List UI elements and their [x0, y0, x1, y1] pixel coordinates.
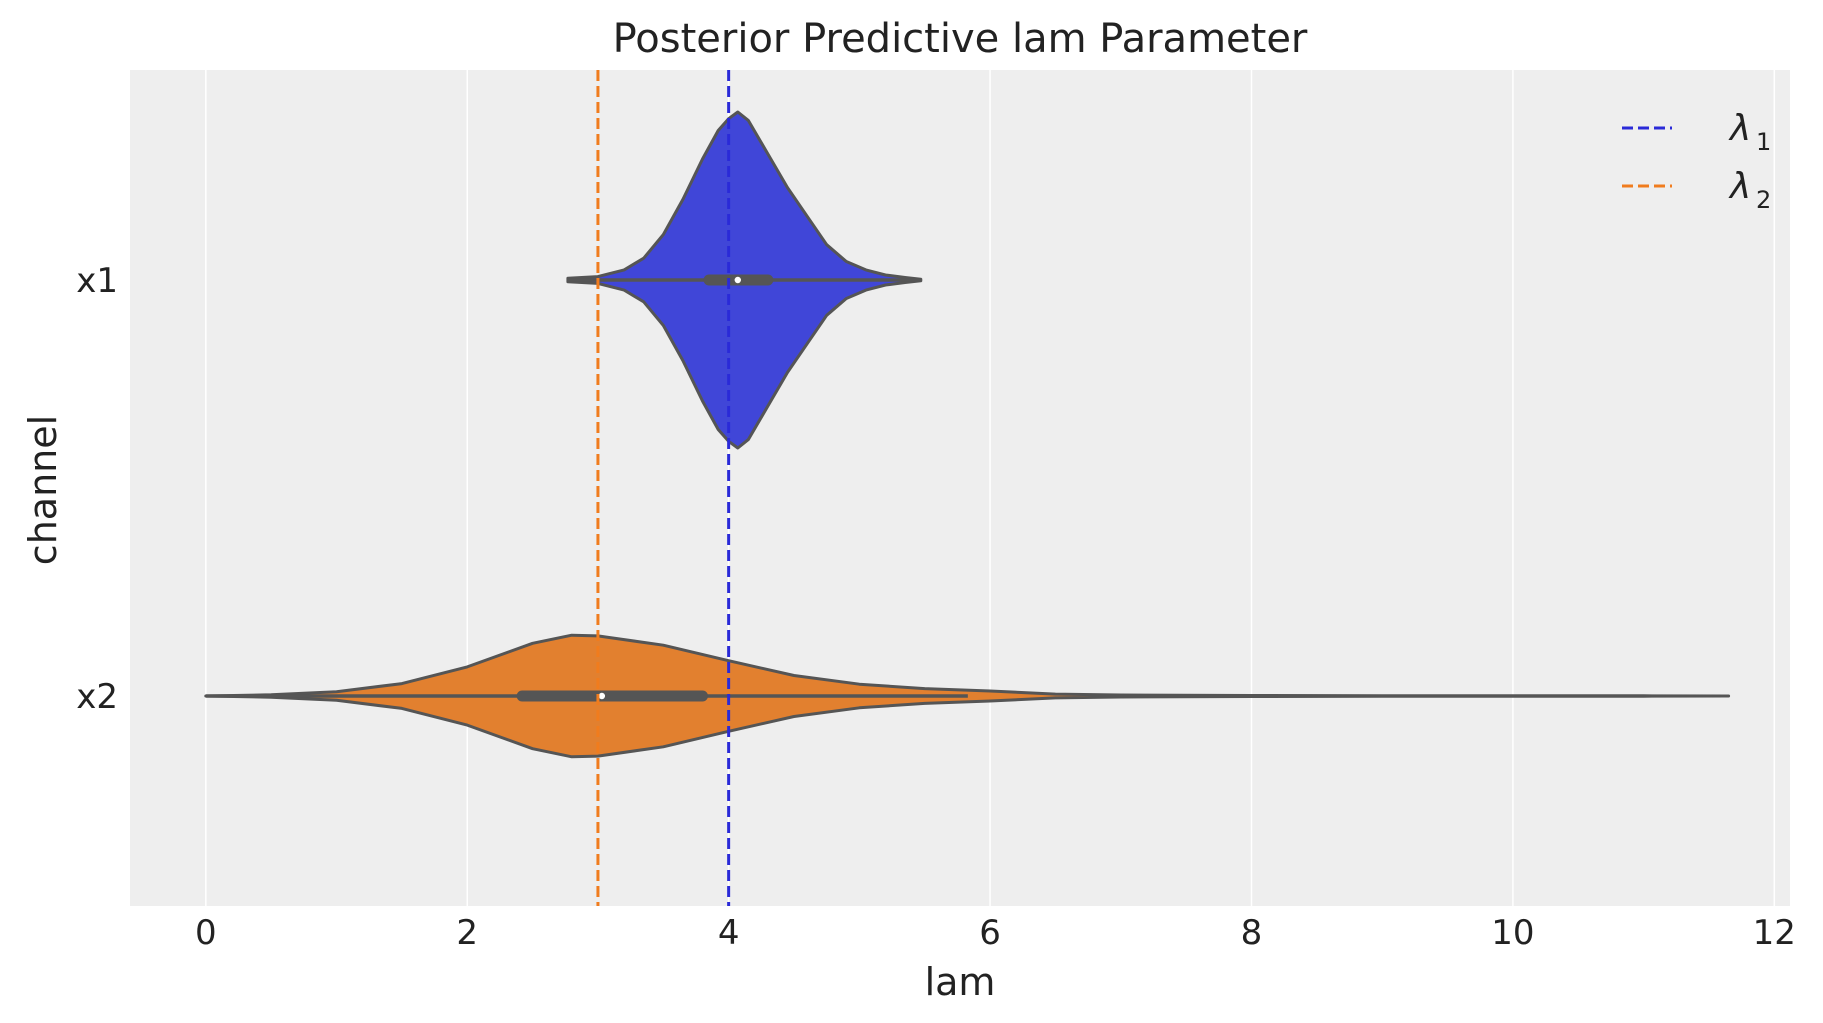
x-tick-label: 6 — [979, 913, 1001, 953]
violins — [204, 110, 1731, 759]
chart-title: Posterior Predictive lam Parameter — [613, 16, 1308, 62]
x-tick-labels: 0 2 4 6 8 10 12 — [195, 913, 1796, 953]
legend-label-2: λ — [1728, 166, 1751, 207]
y-axis-label: channel — [21, 415, 65, 565]
x-tick-label: 8 — [1241, 913, 1263, 953]
x-axis-label: lam — [925, 960, 996, 1004]
legend-label-1: λ — [1728, 108, 1751, 149]
plot-background — [130, 70, 1790, 906]
legend-subscript-1: 1 — [1756, 128, 1771, 156]
x-tick-label: 0 — [195, 913, 217, 953]
legend-subscript-2: 2 — [1756, 186, 1771, 214]
x-tick-label: 12 — [1753, 913, 1796, 953]
reference-lines — [596, 70, 731, 906]
x-tick-label: 4 — [718, 913, 740, 953]
y-tick-label: x2 — [76, 677, 118, 717]
x-tick-label: 10 — [1491, 913, 1534, 953]
y-tick-labels: x1 x2 — [76, 261, 118, 717]
median-point-x1 — [734, 276, 741, 284]
x-tick-label: 2 — [456, 913, 478, 953]
median-point-x2 — [598, 692, 606, 700]
legend: λ 1λ 2 — [1622, 108, 1771, 214]
y-tick-label: x1 — [76, 261, 118, 301]
